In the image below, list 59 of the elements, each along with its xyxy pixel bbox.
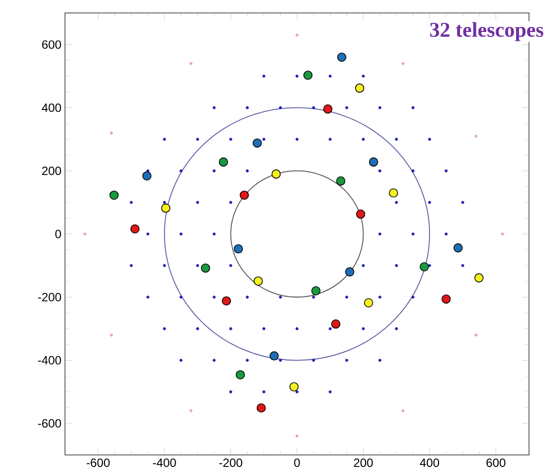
point <box>311 286 320 296</box>
point <box>368 157 378 167</box>
point <box>336 176 346 186</box>
x-tick-label: 0 <box>294 458 300 467</box>
x-tick-label: 400 <box>420 458 440 467</box>
point <box>142 171 152 180</box>
point <box>256 403 266 413</box>
x-tick-label: 600 <box>486 458 506 467</box>
point <box>270 351 279 360</box>
point <box>222 296 231 306</box>
y-tick-label: -400 <box>38 356 62 364</box>
point <box>356 210 366 219</box>
point <box>234 244 243 254</box>
point <box>388 188 398 198</box>
point <box>236 370 245 380</box>
point <box>345 267 354 276</box>
x-tick-label: -600 <box>86 458 110 467</box>
point <box>110 131 113 134</box>
point <box>110 334 113 337</box>
point <box>296 434 298 438</box>
y-tick-label: 0 <box>55 230 62 238</box>
point <box>83 232 86 236</box>
point <box>189 62 192 65</box>
point <box>189 409 192 412</box>
y-tick-label: 400 <box>42 103 62 112</box>
point <box>501 232 504 236</box>
point <box>453 243 463 252</box>
point <box>331 319 340 329</box>
point <box>252 138 262 148</box>
point <box>200 264 210 273</box>
point <box>323 104 332 114</box>
x-tick-label: -400 <box>153 458 176 467</box>
point <box>296 34 298 37</box>
point <box>240 190 249 200</box>
point <box>109 190 119 200</box>
point <box>130 224 140 234</box>
point <box>402 62 405 65</box>
point <box>254 276 263 286</box>
y-tick-label: -200 <box>38 292 62 302</box>
point <box>218 157 228 167</box>
point <box>364 298 374 308</box>
point <box>420 262 429 272</box>
x-tick-label: 200 <box>354 458 373 467</box>
y-tick-label: -600 <box>38 419 62 428</box>
point <box>272 169 281 179</box>
point <box>474 273 484 282</box>
point <box>474 334 478 337</box>
x-tick-label: -200 <box>219 458 242 467</box>
point <box>161 204 170 213</box>
y-tick-label: 200 <box>42 166 62 176</box>
point <box>289 382 299 392</box>
point <box>402 409 405 412</box>
point <box>474 134 478 138</box>
y-tick-label: 600 <box>42 40 62 49</box>
point <box>303 70 313 80</box>
chart-title: 32 telescopes <box>430 22 544 42</box>
point <box>442 294 451 304</box>
point <box>355 84 364 93</box>
point <box>337 52 346 62</box>
